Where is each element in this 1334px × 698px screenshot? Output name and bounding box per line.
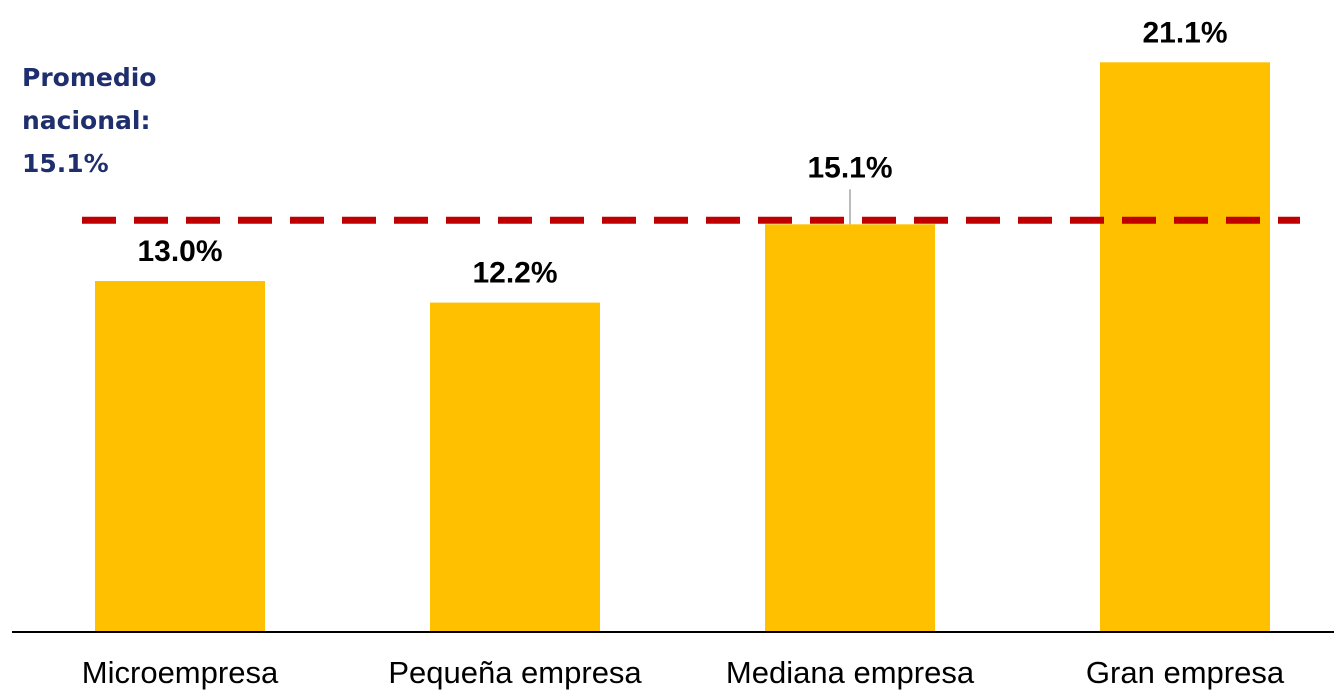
category-label-3: Mediana empresa [726, 655, 975, 690]
value-label-3: 15.1% [807, 151, 892, 184]
reference-label-line-2: nacional: [22, 106, 150, 135]
reference-line-layer: Promedio nacional: 15.1% [22, 63, 1300, 224]
bar-1 [95, 281, 265, 632]
category-label-4: Gran empresa [1086, 655, 1285, 690]
reference-label-line-3: 15.1% [22, 149, 109, 178]
bar-3 [765, 224, 935, 633]
labels-layer: 13.0% Microempresa 12.2% Pequeña empresa 15.… [82, 16, 1285, 690]
reference-label-line-1: Promedio [22, 63, 156, 92]
value-label-1: 13.0% [137, 235, 222, 268]
bar-4 [1100, 62, 1270, 633]
category-label-2: Pequeña empresa [388, 655, 642, 690]
value-label-4: 21.1% [1142, 16, 1227, 49]
bars-layer [95, 62, 1270, 633]
category-label-1: Microempresa [82, 655, 279, 690]
value-label-2: 12.2% [472, 257, 557, 290]
bar-2 [430, 302, 600, 632]
